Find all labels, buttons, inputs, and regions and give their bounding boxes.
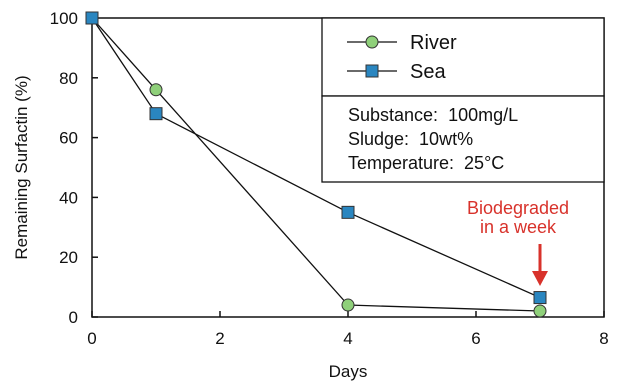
condition-line: Substance: 100mg/L [348, 105, 518, 125]
series-layer [85, 11, 547, 318]
legend-label-river: River [410, 32, 457, 54]
y-axis-label: Remaining Surfactin (%) [12, 75, 31, 259]
data-point-river [341, 298, 355, 312]
legend-marker-river [365, 35, 379, 49]
x-tick-label: 8 [599, 329, 608, 348]
y-tick-label: 0 [69, 308, 78, 327]
annotation-text: in a week [480, 217, 557, 237]
series-line-sea [91, 17, 541, 299]
series-line-river [91, 17, 541, 312]
x-tick-label: 0 [87, 329, 96, 348]
y-tick-label: 20 [59, 248, 78, 267]
x-tick-label: 2 [215, 329, 224, 348]
conditions-box: Substance: 100mg/L Sludge: 10wt% Temperatu… [321, 95, 605, 183]
legend-box [321, 17, 605, 97]
condition-line: Sludge: 10wt% [348, 129, 473, 149]
y-tick-label: 100 [50, 9, 78, 28]
y-tick-label: 60 [59, 129, 78, 148]
data-point-river [533, 304, 547, 318]
annotation-arrow-head [532, 271, 548, 286]
data-point-sea [149, 107, 163, 121]
x-axis-label: Days [329, 362, 368, 381]
legend-marker-sea [365, 64, 379, 78]
data-point-sea [533, 291, 547, 305]
annotation-text: Biodegraded [467, 198, 569, 218]
y-tick-label: 40 [59, 188, 78, 207]
data-point-sea [85, 11, 99, 25]
data-point-river [149, 83, 163, 97]
conditions-frame [321, 95, 605, 183]
series-sea [85, 11, 547, 305]
legend: River Sea [321, 17, 605, 97]
x-tick-label: 4 [343, 329, 352, 348]
legend-label-sea: Sea [410, 61, 446, 83]
y-tick-label: 80 [59, 69, 78, 88]
x-tick-label: 6 [471, 329, 480, 348]
condition-line: Temperature: 25°C [348, 153, 504, 173]
data-point-sea [341, 205, 355, 219]
